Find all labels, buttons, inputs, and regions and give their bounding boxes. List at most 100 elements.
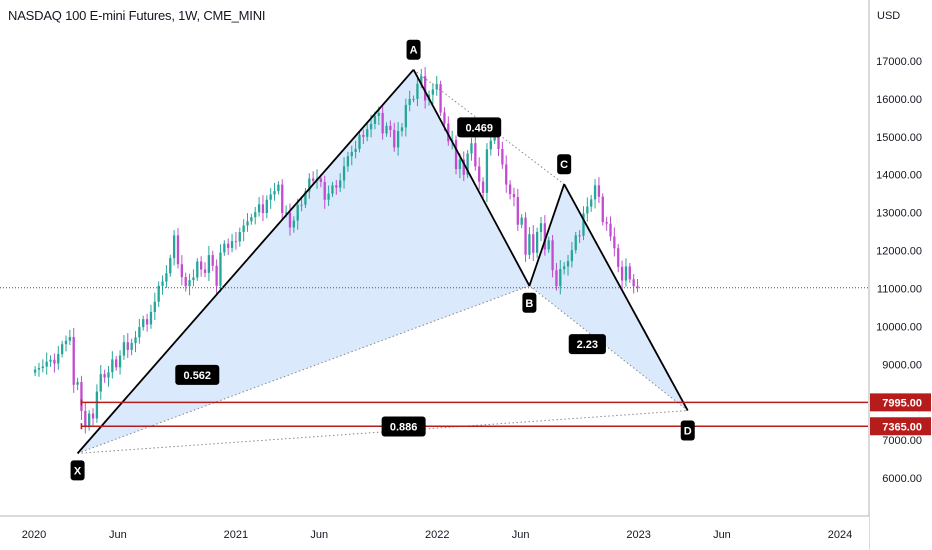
candle-body [601,196,604,223]
candle-body [570,250,574,262]
y-tick-label: 10000.00 [876,321,922,333]
candle-body [543,223,547,250]
point-label-c-text: C [560,159,568,171]
candle-body [632,279,635,287]
ratio-label-text: 2.23 [577,339,598,351]
candle-body [184,277,187,287]
x-tick-label: Jun [109,529,127,541]
candle-body [265,199,268,214]
candle-body [624,266,628,281]
candle-body [323,181,326,200]
y-tick-label: 11000.00 [877,283,922,295]
point-label-b-bg [522,292,537,313]
ratio-label[interactable]: 0.469 [457,117,502,138]
candle-body [142,319,145,328]
candle-body [447,123,450,142]
candle-body [620,266,624,281]
x-tick-label: Jun [713,529,731,541]
candle-body [551,240,554,271]
candle-body [489,140,492,150]
price-levels [80,399,868,430]
point-label-d[interactable]: D [680,420,695,441]
point-label-a[interactable]: A [406,39,421,60]
candle-body [319,178,323,182]
pattern-fill-xab [77,69,530,454]
candle-body [439,84,442,113]
ratio-label-text: 0.469 [465,122,493,134]
ratio-label-text: 0.562 [184,370,212,382]
candle-body [563,266,566,270]
ratio-label[interactable]: 2.23 [568,334,606,355]
candle-body [535,231,539,253]
candle-body [385,125,388,134]
candle-body [354,148,357,152]
candle-body [45,361,48,367]
candle-body [300,204,303,206]
candle-body [539,223,543,232]
x-tick-label: Jun [512,529,530,541]
candle-body [408,98,411,105]
candle-body [311,178,315,181]
level-price-tag [870,417,931,436]
y-tick-label: 7000.00 [882,435,922,447]
candle-body [161,281,164,286]
x-tick-label: 2024 [828,529,852,541]
candle-body [308,178,311,192]
ratio-label[interactable]: 0.886 [381,416,426,437]
candle-body [118,355,122,368]
candle-body [188,280,191,287]
candle-body [586,206,589,214]
candle-body [342,166,346,181]
candle-body [335,185,338,188]
time-axis: 2020 Jun 2021 Jun 2022 Jun 2023 Jun 2024 [0,515,869,550]
chart-title[interactable]: NASDAQ 100 E-mini Futures, 1W, CME_MINI [8,8,266,23]
candle-body [107,372,110,378]
candle-body [454,139,458,170]
candle-body [582,213,585,236]
point-label-c[interactable]: C [557,154,572,175]
candle-body [172,235,176,259]
candle-body [211,255,214,266]
pattern-fill-bcd [529,184,688,411]
candle-body [628,266,631,280]
y-tick-label: 9000.00 [882,359,922,371]
y-tick-label: 17000.00 [876,56,922,68]
candle-body [203,269,207,273]
candle-body [72,336,75,385]
point-label-x-bg [70,460,85,481]
candle-body [609,223,612,237]
ratio-label-bg [568,334,606,355]
pattern-fills [77,69,688,454]
candle-body [520,217,523,225]
ratio-label[interactable]: 0.562 [175,364,220,385]
point-label-x[interactable]: X [70,460,85,481]
pattern-legs [76,69,689,454]
candle-body [304,191,307,205]
y-tick-label: 6000.00 [882,473,922,485]
y-tick-label: 14000.00 [876,170,922,182]
point-label-b-text: B [525,298,533,310]
candle-body [277,184,280,192]
pattern-dotted-lines [77,69,689,454]
candle-body [350,151,353,157]
candle-body [33,369,37,373]
candle-body [215,265,218,286]
candle-body [547,240,550,250]
candle-body [192,277,195,281]
candle-body [126,342,129,350]
y-tick-label: 16000.00 [876,94,922,106]
candle-body [593,185,597,200]
candle-body [362,134,365,137]
candle-body [393,129,396,148]
candle-body [524,217,527,255]
point-label-b[interactable]: B [522,292,537,313]
candle-body [37,368,41,370]
candles [33,67,639,434]
connector-xb [77,285,530,454]
pattern-leg-xa [76,69,415,454]
candle-body [103,374,106,378]
level-price-tag-text: 7365.00 [882,421,922,433]
candle-body [605,222,608,224]
